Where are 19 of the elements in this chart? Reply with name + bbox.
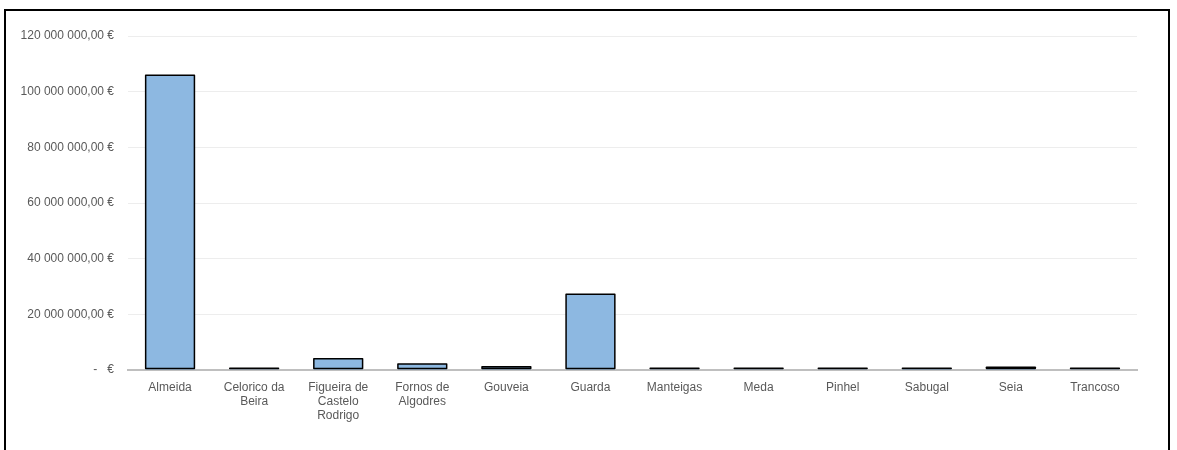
y-tick-label: 120 000 000,00 € bbox=[20, 28, 115, 43]
y-tick-label: 40 000 000,00 € bbox=[27, 250, 115, 265]
x-tick-label: Fornos de Algodres bbox=[395, 379, 450, 408]
y-tick-label: 60 000 000,00 € bbox=[27, 195, 115, 210]
y-tick-label: 100 000 000,00 € bbox=[20, 83, 115, 98]
y-tick-label: 80 000 000,00 € bbox=[27, 139, 115, 154]
x-tick-label: Trancoso bbox=[1070, 379, 1121, 394]
x-tick-label: Guarda bbox=[570, 379, 611, 394]
x-tick-label: Figueira de Castelo Rodrigo bbox=[308, 379, 369, 423]
x-tick-label: Almeida bbox=[148, 379, 193, 394]
x-tick-label: Celorico da Beira bbox=[223, 379, 285, 408]
x-tick-label: Sabugal bbox=[904, 379, 949, 394]
x-tick-label: Seia bbox=[998, 379, 1024, 394]
x-tick-label: Gouveia bbox=[484, 379, 530, 394]
x-tick-label: Meda bbox=[743, 379, 774, 394]
y-tick-label: 20 000 000,00 € bbox=[27, 306, 115, 321]
x-tick-label: Manteigas bbox=[646, 379, 703, 394]
y-tick-label: - € bbox=[93, 362, 115, 377]
x-tick-label: Pinhel bbox=[826, 379, 860, 394]
